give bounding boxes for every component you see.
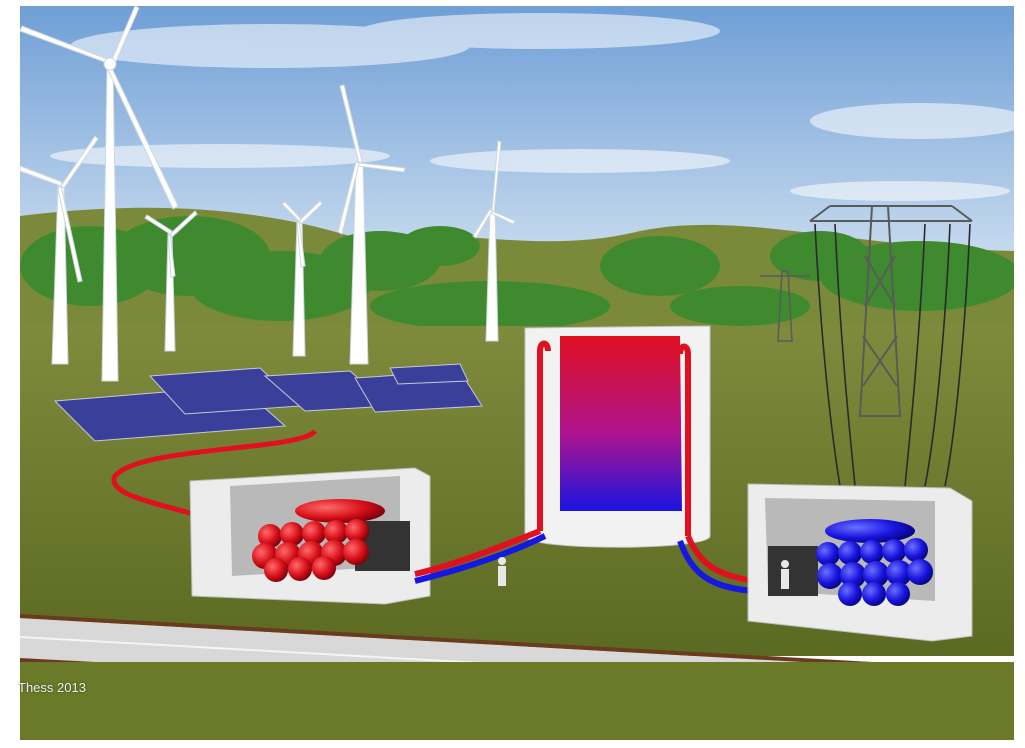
person-figure — [498, 557, 506, 586]
hot-storage-building — [189, 467, 431, 605]
foreground-grass — [20, 662, 1014, 740]
pipes — [414, 528, 756, 594]
thermal-tank — [524, 325, 711, 548]
image-credit: Thess 2013 — [18, 680, 86, 695]
power-lines — [814, 223, 971, 487]
cold-storage-building — [747, 483, 973, 642]
solar-arrays — [53, 363, 483, 442]
solar-cable-red — [111, 429, 317, 519]
wind-turbines — [20, 6, 516, 382]
energy-storage-illustration — [20, 6, 1014, 740]
clouds — [50, 13, 1014, 201]
power-pylons — [760, 205, 973, 417]
